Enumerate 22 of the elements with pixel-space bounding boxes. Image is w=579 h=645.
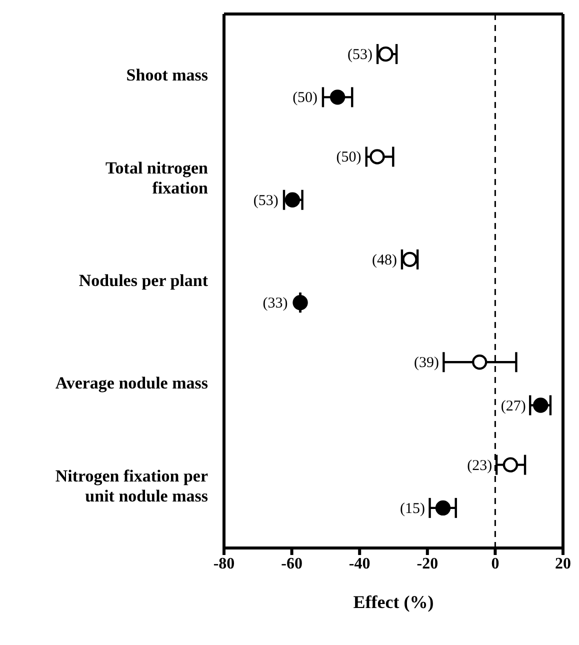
annotation: (50) xyxy=(336,150,362,166)
x-tick-label: -40 xyxy=(348,555,370,572)
x-tick-label: 0 xyxy=(491,555,500,572)
annotation: (53) xyxy=(347,47,372,64)
annotation: (27) xyxy=(500,398,526,414)
annotation: (48) xyxy=(372,252,398,268)
x-tick-label: -20 xyxy=(416,555,438,572)
y-tick-label: Average nodule mass xyxy=(55,374,208,393)
annotation: (15) xyxy=(400,500,425,517)
annotation: (39) xyxy=(414,355,439,372)
x-tick-label: -80 xyxy=(213,555,235,572)
annotation: (33) xyxy=(262,296,288,312)
x-tick-label: 20 xyxy=(555,555,571,572)
y-tick-label: Nodules per plant xyxy=(78,271,208,290)
y-tick-label: Nitrogen fixation per unit nodule mass xyxy=(55,466,208,506)
y-tick-label: Total nitrogen fixation xyxy=(106,158,209,198)
x-axis-title: Effect (%) xyxy=(353,592,434,612)
annotation: (50) xyxy=(292,90,318,106)
x-tick-label: -60 xyxy=(281,555,302,572)
annotation: (23) xyxy=(467,458,492,474)
y-tick-label: Shoot mass xyxy=(126,66,208,85)
annotation: (53) xyxy=(253,192,278,209)
